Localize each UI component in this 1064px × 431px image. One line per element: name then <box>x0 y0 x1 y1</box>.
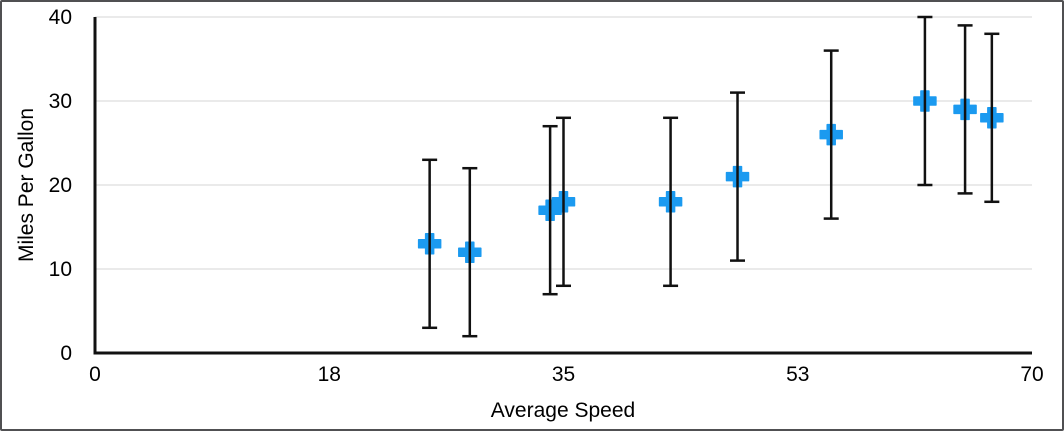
x-tick-label: 18 <box>318 363 341 386</box>
data-point <box>458 166 482 338</box>
y-axis-title: Miles Per Gallon <box>15 108 38 262</box>
data-point <box>417 158 442 330</box>
data-point <box>725 91 750 262</box>
data-point <box>913 15 937 187</box>
data-point <box>819 49 843 220</box>
data-point <box>551 116 576 288</box>
axes <box>93 17 1032 355</box>
x-axis-tick-labels: 0 18 35 53 70 <box>89 363 1044 386</box>
y-tick-label: 30 <box>49 90 72 113</box>
data-points <box>417 15 1004 338</box>
y-tick-label: 20 <box>49 174 72 197</box>
y-tick-label: 10 <box>49 258 72 281</box>
y-tick-label: 0 <box>60 342 72 365</box>
x-axis-title: Average Speed <box>491 399 635 422</box>
data-point <box>980 32 1004 204</box>
x-tick-label: 35 <box>552 363 575 386</box>
x-tick-label: 70 <box>1020 363 1043 386</box>
y-tick-label: 40 <box>49 6 72 29</box>
x-tick-label: 0 <box>89 363 101 386</box>
data-point <box>953 24 977 195</box>
x-tick-label: 53 <box>786 363 809 386</box>
data-point <box>538 124 562 296</box>
y-axis-tick-labels: 0 10 20 30 40 <box>49 6 72 365</box>
data-point <box>658 116 683 288</box>
